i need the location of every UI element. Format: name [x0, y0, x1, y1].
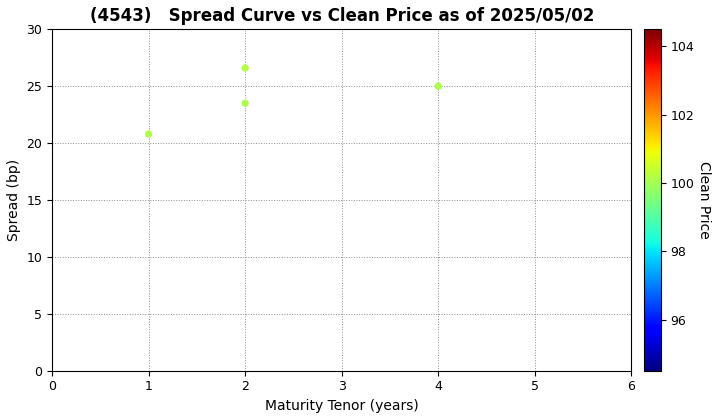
Point	[240, 100, 251, 107]
Point	[433, 83, 444, 89]
Title: (4543)   Spread Curve vs Clean Price as of 2025/05/02: (4543) Spread Curve vs Clean Price as of…	[89, 7, 594, 25]
Point	[143, 131, 154, 137]
Y-axis label: Spread (bp): Spread (bp)	[7, 159, 21, 241]
X-axis label: Maturity Tenor (years): Maturity Tenor (years)	[265, 399, 418, 413]
Y-axis label: Clean Price: Clean Price	[697, 161, 711, 239]
Point	[240, 65, 251, 71]
